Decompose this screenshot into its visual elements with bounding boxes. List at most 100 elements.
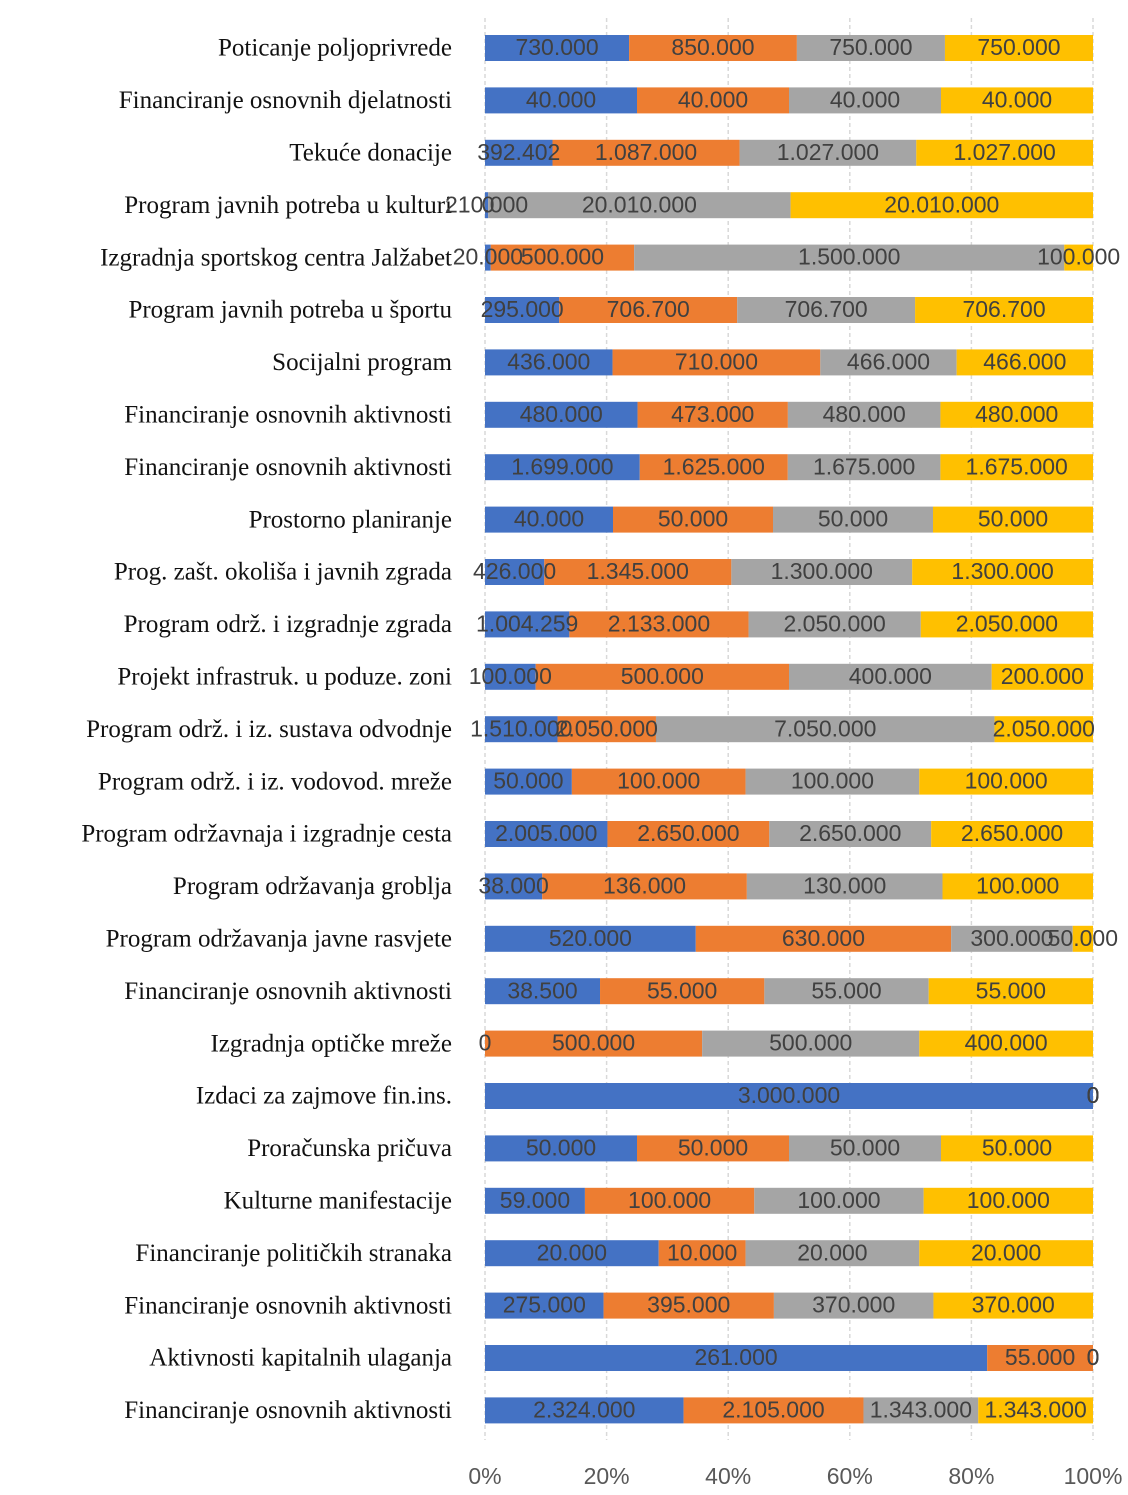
data-label: 1.675.000	[813, 453, 915, 479]
bar-segment	[731, 559, 913, 585]
data-label: 1.300.000	[771, 558, 873, 584]
data-label: 40.000	[514, 506, 584, 532]
bar-segment	[787, 401, 941, 428]
bar-segment	[629, 35, 797, 61]
bar-segment	[931, 821, 1093, 847]
bar-segment	[485, 1240, 659, 1267]
bar-segment	[485, 925, 696, 952]
category-label: Financiranje osnovnih aktivnosti	[124, 1397, 452, 1424]
bar-segment	[919, 1240, 1093, 1267]
data-label: 55.000	[1005, 1344, 1075, 1370]
data-label: 100.000	[617, 768, 700, 794]
bar-segment	[769, 821, 932, 847]
bar-segment	[928, 978, 1093, 1005]
data-label: 706.700	[962, 296, 1045, 322]
data-label: 2.050.000	[784, 610, 886, 636]
data-label: 40.000	[678, 86, 748, 112]
data-label: 130.000	[803, 872, 886, 898]
data-label: 20.000	[537, 1239, 607, 1265]
bar-segment	[485, 349, 613, 376]
bar-segment	[745, 1240, 920, 1267]
bar-segment	[485, 978, 601, 1005]
bar-segment	[796, 35, 945, 61]
bar-segment	[485, 1397, 684, 1424]
bar-segment	[789, 1135, 941, 1162]
bar-segment	[737, 297, 916, 323]
bar-segment	[987, 1345, 1093, 1371]
bar-segment	[912, 559, 1093, 585]
bar-segment	[754, 1187, 924, 1214]
bar-segment	[485, 192, 489, 219]
data-label: 20.010.000	[582, 191, 697, 217]
data-label: 2.650.000	[961, 820, 1063, 846]
bar-segment	[919, 1030, 1093, 1057]
x-tick-label: 100%	[1064, 1463, 1123, 1489]
bar-segment	[820, 349, 957, 376]
data-label: 50.000	[818, 506, 888, 532]
data-label: 0	[1087, 1082, 1100, 1108]
data-label: 500.000	[621, 663, 704, 689]
data-label: 200.000	[1001, 663, 1084, 689]
category-label: Program javnih potreba u športu	[128, 297, 452, 324]
category-label: Program održavanja javne rasvjete	[106, 926, 452, 953]
category-label: Projekt infrastruk. u poduze. zoni	[117, 664, 452, 691]
bar-segment	[920, 611, 1093, 638]
bar-segment	[637, 1135, 789, 1162]
bar-segment	[542, 873, 747, 900]
bar-segment	[933, 1292, 1093, 1319]
data-label: 50.000	[982, 1134, 1052, 1160]
data-label: 0	[1087, 1082, 1100, 1108]
bar-segment	[600, 978, 765, 1005]
data-label: 710.000	[675, 348, 758, 374]
bar-segment	[569, 611, 749, 638]
data-label: 2.005.000	[495, 820, 597, 846]
bar-segment	[940, 401, 1093, 428]
data-label: 210.000	[445, 191, 528, 217]
bar-segment	[485, 1135, 637, 1162]
data-label: 59.000	[500, 1187, 570, 1213]
bar-segment	[863, 1397, 979, 1424]
category-label: Financiranje osnovnih aktivnosti	[124, 1292, 452, 1319]
data-label: 50.000	[493, 768, 563, 794]
data-label: 261.000	[695, 1344, 778, 1370]
bar-segment	[612, 349, 821, 376]
bar-segment	[485, 611, 570, 638]
bar-segment	[919, 768, 1093, 795]
data-label: 2.324.000	[533, 1396, 635, 1422]
bar-segment	[941, 1135, 1093, 1162]
data-label: 38.000	[478, 872, 548, 898]
data-label: 100.000	[469, 663, 552, 689]
bar-segment	[485, 1187, 585, 1214]
bar-segment	[746, 873, 943, 900]
bar-segment	[956, 349, 1093, 376]
data-label: 370.000	[812, 1292, 895, 1318]
bar-segment	[1072, 925, 1093, 952]
data-label: 1.510.000	[470, 715, 572, 741]
category-label: Financiranje osnovnih aktivnosti	[124, 978, 452, 1005]
data-label: 0	[479, 1030, 492, 1056]
x-tick-label: 80%	[948, 1463, 994, 1489]
bar-segment	[485, 1083, 1093, 1109]
data-label: 0	[1087, 1344, 1100, 1370]
data-label: 400.000	[965, 1030, 1048, 1056]
category-label: Izgradnja sportskog centra Jalžabet	[100, 244, 452, 271]
x-tick-label: 40%	[705, 1463, 751, 1489]
data-label: 2.650.000	[799, 820, 901, 846]
category-label: Prog. zašt. okoliša i javnih zgrada	[114, 559, 452, 586]
category-label: Izgradnja optičke mreže	[210, 1030, 452, 1057]
bar-segment	[613, 506, 773, 533]
category-label: Financiranje osnovnih aktivnosti	[124, 402, 452, 429]
bar-segment	[485, 244, 491, 271]
data-label: 2.050.000	[993, 715, 1095, 741]
bar-segment	[787, 454, 941, 481]
data-label: 370.000	[972, 1292, 1055, 1318]
data-label: 20.000	[971, 1239, 1041, 1265]
bar-segment	[739, 139, 917, 166]
category-label: Program održavnaja i izgradnje cesta	[81, 821, 452, 848]
data-label: 50.000	[678, 1134, 748, 1160]
bar-segment	[702, 1030, 920, 1057]
data-label: 730.000	[515, 34, 598, 60]
data-label: 20.010.000	[884, 191, 999, 217]
data-label: 10.000	[667, 1239, 737, 1265]
bar-segment	[941, 87, 1093, 114]
